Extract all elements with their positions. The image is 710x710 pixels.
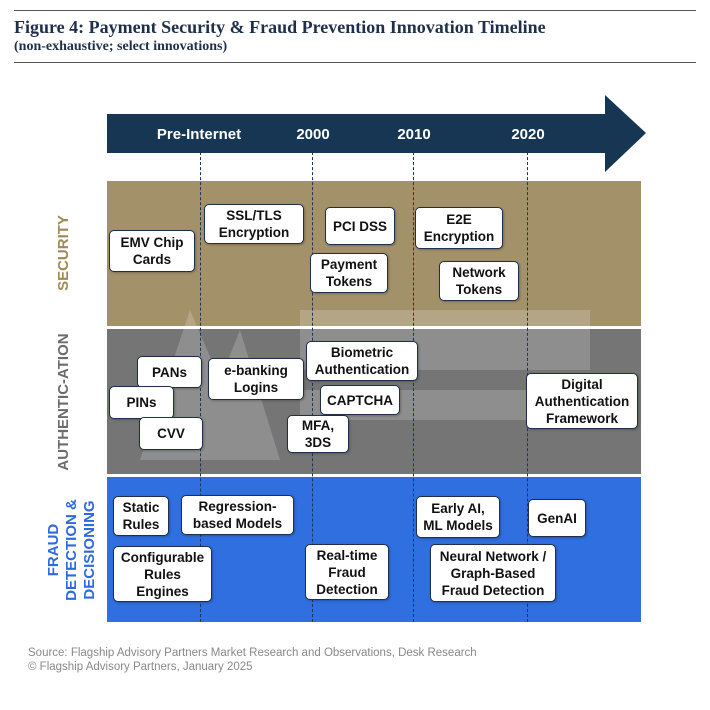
divider-pre-internet	[200, 152, 201, 622]
timeline-arrow-shape	[107, 95, 646, 172]
period-2000: 2000	[296, 126, 330, 143]
box-network-tokens: Network Tokens	[439, 261, 519, 301]
figure-header: Figure 4: Payment Security & Fraud Preve…	[14, 10, 696, 63]
bottom-rule	[14, 62, 696, 63]
row-label-authentication: AUTHENTIC-ATION	[55, 333, 72, 471]
box-neural-network-graph-based: Neural Network / Graph-Based Fraud Detec…	[430, 544, 556, 602]
period-pre-internet: Pre-Internet	[156, 126, 242, 143]
box-regression-based-models: Regression- based Models	[181, 495, 294, 535]
figure-footer: Source: Flagship Advisory Partners Marke…	[28, 646, 477, 674]
box-captcha: CAPTCHA	[320, 385, 400, 415]
figure-title: Figure 4: Payment Security & Fraud Preve…	[14, 17, 546, 37]
box-payment-tokens: Payment Tokens	[310, 253, 388, 293]
box-pins: PINs	[109, 386, 174, 419]
divider-2000	[312, 152, 313, 622]
box-static-rules: Static Rules	[113, 496, 169, 536]
source-note: Source: Flagship Advisory Partners Marke…	[28, 647, 477, 659]
box-genai: GenAI	[528, 499, 586, 537]
box-ssl-tls-encryption: SSL/TLS Encryption	[204, 204, 304, 244]
box-real-time-fraud-detection: Real-time Fraud Detection	[305, 544, 389, 600]
row-label-security: SECURITY	[55, 215, 72, 291]
box-e2e-encryption: E2E Encryption	[415, 207, 503, 249]
figure-subtitle: (non-exhaustive; select innovations)	[14, 39, 228, 54]
period-2020: 2020	[511, 126, 545, 143]
box-configurable-rules-engines: Configurable Rules Engines	[113, 546, 212, 602]
box-pci-dss: PCI DSS	[325, 207, 395, 245]
box-digital-authentication-framework: Digital Authentication Framework	[526, 373, 638, 429]
box-pans: PANs	[137, 356, 202, 388]
copyright-note: © Flagship Advisory Partners, January 20…	[28, 661, 253, 673]
top-rule	[14, 10, 696, 11]
box-emv-chip-cards: EMV Chip Cards	[109, 230, 195, 272]
box-e-banking-logins: e-banking Logins	[208, 358, 304, 400]
divider-2010	[413, 152, 414, 622]
period-2010: 2010	[397, 126, 431, 143]
box-biometric-authentication: Biometric Authentication	[306, 341, 418, 381]
box-cvv: CVV	[139, 417, 203, 450]
timeline-arrow	[107, 95, 646, 172]
box-mfa-3ds: MFA, 3DS	[287, 415, 349, 453]
row-label-fraud-detection: FRAUD DETECTION & DECISIONING	[45, 499, 98, 601]
box-early-ai-ml-models: Early AI, ML Models	[416, 496, 500, 538]
